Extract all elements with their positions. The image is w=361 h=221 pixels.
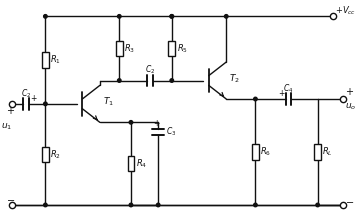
Text: $R_4$: $R_4$ (136, 157, 147, 170)
Text: $R_L$: $R_L$ (322, 146, 333, 158)
Circle shape (118, 79, 121, 82)
Circle shape (129, 203, 133, 207)
Circle shape (254, 203, 257, 207)
Text: $R_5$: $R_5$ (177, 42, 188, 55)
Text: $C_4$: $C_4$ (283, 82, 293, 95)
Text: $R_2$: $R_2$ (50, 148, 61, 161)
Circle shape (225, 15, 228, 18)
Circle shape (316, 203, 319, 207)
Text: $-$: $-$ (345, 196, 354, 206)
Text: +: + (345, 87, 353, 97)
Text: $T_2$: $T_2$ (229, 72, 240, 85)
Text: $C_2$: $C_2$ (21, 87, 31, 100)
Circle shape (170, 15, 174, 18)
Text: $+V_{cc}$: $+V_{cc}$ (335, 4, 356, 17)
Circle shape (118, 15, 121, 18)
Bar (116, 41, 123, 56)
Circle shape (44, 102, 47, 106)
Circle shape (170, 79, 174, 82)
Circle shape (44, 15, 47, 18)
Circle shape (129, 121, 133, 124)
Bar (42, 52, 49, 68)
Bar (252, 144, 259, 160)
Circle shape (254, 97, 257, 101)
Text: +: + (153, 119, 160, 128)
Text: $R_3$: $R_3$ (124, 42, 135, 55)
Text: +: + (6, 106, 14, 116)
Bar (42, 147, 49, 162)
Circle shape (44, 203, 47, 207)
Bar (168, 41, 175, 56)
Circle shape (156, 203, 160, 207)
Text: $u_o$: $u_o$ (345, 102, 356, 112)
Text: $C_2$: $C_2$ (145, 64, 156, 76)
Bar (127, 156, 134, 171)
Text: $R_1$: $R_1$ (50, 54, 61, 66)
Text: $C_3$: $C_3$ (166, 126, 176, 138)
Text: +: + (30, 94, 36, 103)
Circle shape (170, 15, 174, 18)
Text: $R_6$: $R_6$ (260, 146, 271, 158)
Text: $u_1$: $u_1$ (1, 121, 12, 132)
Bar (314, 144, 321, 160)
Text: $T_1$: $T_1$ (103, 96, 114, 108)
Text: $-$: $-$ (6, 194, 15, 204)
Text: +: + (278, 89, 284, 98)
